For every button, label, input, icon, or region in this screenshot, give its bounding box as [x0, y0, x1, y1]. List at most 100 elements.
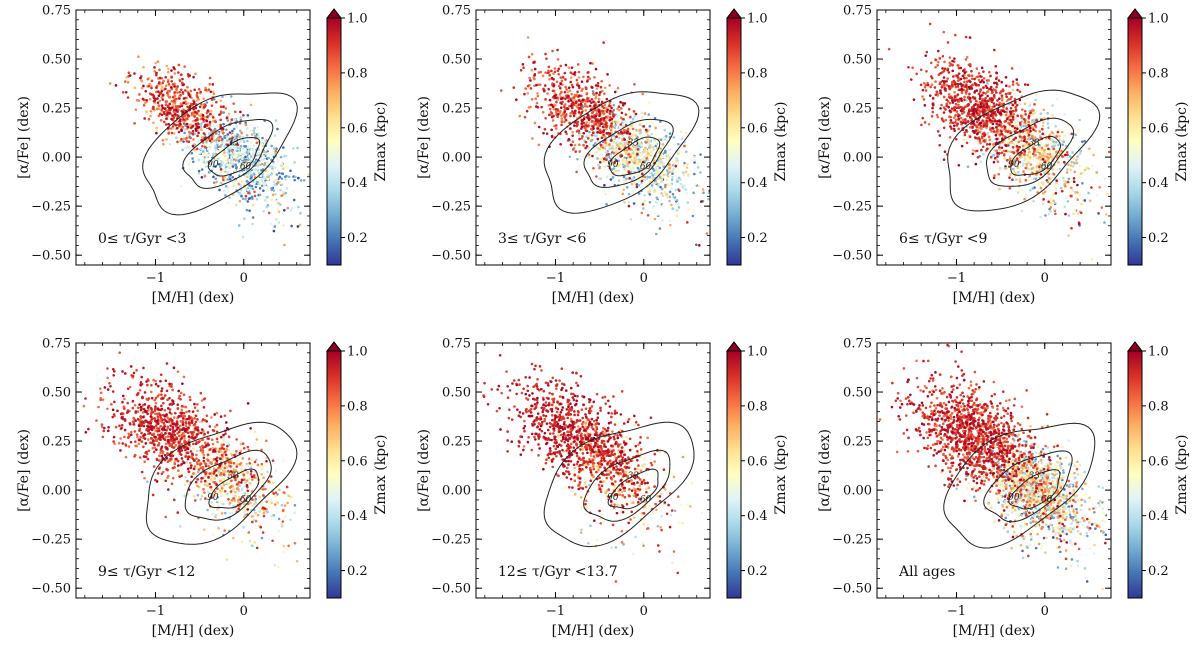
- data-point: [1003, 167, 1007, 170]
- data-point: [209, 112, 212, 116]
- data-point: [661, 156, 664, 159]
- data-point: [959, 66, 963, 70]
- data-point: [147, 117, 151, 121]
- data-point: [967, 112, 970, 115]
- data-point: [177, 108, 180, 111]
- data-point: [1103, 177, 1107, 181]
- data-point: [542, 131, 545, 135]
- data-point: [922, 98, 926, 101]
- data-point: [997, 79, 1001, 82]
- data-point: [203, 105, 206, 109]
- data-point: [188, 147, 192, 151]
- data-point: [986, 147, 989, 151]
- data-point: [1008, 122, 1011, 125]
- data-point: [1035, 93, 1038, 96]
- data-point: [569, 99, 573, 102]
- data-point: [1052, 175, 1055, 178]
- data-point: [614, 141, 618, 144]
- data-point: [208, 76, 212, 80]
- data-point: [1009, 112, 1013, 115]
- data-point: [564, 113, 568, 116]
- data-point: [1004, 119, 1008, 123]
- data-point: [582, 117, 586, 121]
- data-point: [995, 149, 998, 153]
- data-point: [651, 177, 655, 180]
- data-point: [668, 219, 672, 223]
- data-point: [224, 179, 227, 183]
- data-point: [184, 89, 187, 92]
- data-point: [271, 163, 274, 167]
- data-point: [191, 157, 194, 160]
- data-point: [677, 206, 681, 209]
- data-point: [230, 149, 234, 153]
- data-point: [663, 136, 666, 140]
- data-point: [204, 143, 208, 147]
- data-point: [205, 119, 209, 123]
- data-point: [255, 189, 259, 192]
- data-point: [152, 121, 155, 125]
- contour-line: [142, 92, 298, 216]
- data-point: [605, 97, 609, 101]
- data-point: [646, 163, 649, 166]
- data-point: [1007, 165, 1011, 168]
- data-point: [1023, 120, 1027, 123]
- data-point: [606, 73, 609, 76]
- data-point: [654, 181, 657, 184]
- data-point: [603, 103, 607, 107]
- data-point: [1069, 186, 1073, 190]
- data-point: [1092, 153, 1095, 157]
- data-point: [231, 133, 235, 137]
- data-point: [1114, 187, 1117, 190]
- data-point: [963, 76, 966, 80]
- data-point: [626, 127, 630, 131]
- data-point: [212, 139, 216, 143]
- data-point: [669, 223, 672, 227]
- data-point: [647, 190, 651, 194]
- data-point: [618, 147, 621, 151]
- data-point: [942, 30, 946, 34]
- data-point: [175, 88, 178, 91]
- data-point: [239, 116, 242, 119]
- data-point: [302, 178, 306, 182]
- data-point: [962, 100, 965, 104]
- data-point: [218, 135, 222, 139]
- data-point: [953, 57, 956, 60]
- data-point: [1035, 119, 1039, 122]
- data-point: [541, 111, 545, 114]
- data-point: [637, 184, 641, 187]
- data-point: [668, 163, 671, 166]
- data-point: [168, 142, 172, 146]
- data-point: [258, 186, 262, 190]
- data-point: [627, 152, 630, 156]
- data-point: [580, 137, 584, 140]
- data-point: [1026, 83, 1030, 87]
- data-point: [660, 191, 663, 195]
- data-point: [675, 199, 679, 202]
- data-point: [213, 137, 217, 140]
- data-point: [956, 79, 960, 82]
- data-point: [276, 181, 280, 184]
- data-point: [616, 172, 620, 176]
- data-point: [559, 142, 562, 146]
- data-point: [635, 185, 639, 189]
- data-point: [693, 159, 696, 162]
- data-point: [631, 190, 635, 193]
- data-point: [1047, 147, 1050, 151]
- data-point: [964, 35, 968, 39]
- data-point: [664, 149, 667, 153]
- data-point: [573, 124, 576, 127]
- data-point: [1043, 170, 1046, 173]
- data-point: [535, 105, 538, 108]
- data-point: [976, 156, 980, 159]
- data-point: [547, 69, 550, 73]
- data-point: [523, 92, 526, 96]
- data-point: [177, 71, 180, 74]
- data-point: [222, 111, 226, 114]
- data-point: [1087, 191, 1090, 195]
- data-point: [1039, 112, 1043, 116]
- data-point: [1054, 124, 1057, 128]
- data-point: [571, 110, 574, 113]
- data-point: [157, 94, 161, 98]
